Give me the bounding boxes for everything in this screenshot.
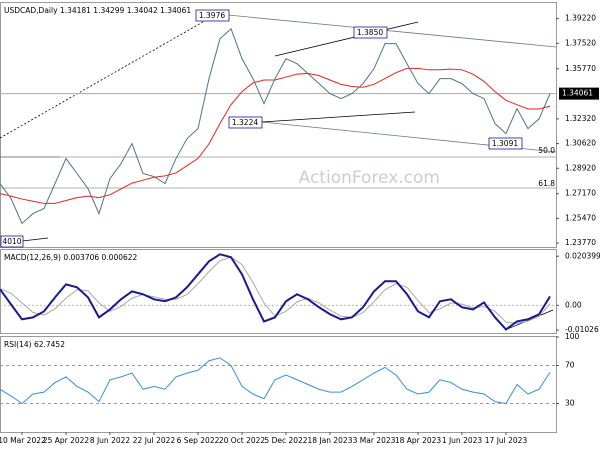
y-tick-label: 0.020399 (565, 251, 600, 260)
annotation: 1.3224 (232, 118, 258, 127)
trend-line (261, 111, 416, 123)
series-line (0, 253, 551, 331)
x-tick-label: 17 Jul 2023 (485, 436, 528, 445)
series-line (0, 256, 551, 324)
annotation-box (353, 26, 388, 39)
x-tick-label: 18 Jan 2023 (308, 436, 353, 445)
trend-lines (0, 14, 557, 331)
fib-label: 50.0 (538, 146, 555, 155)
last-price-box (559, 87, 599, 100)
y-tick-label: 0.00 (565, 300, 582, 309)
annotation: 1.3850 (357, 28, 383, 37)
y-tick-label: 1.27170 (565, 189, 596, 198)
rsi-panel (0, 336, 557, 433)
annotation: 1.3091 (492, 139, 518, 148)
macd-panel (0, 249, 557, 334)
panel-title: USDCAD,Daily 1.34181 1.34299 1.34042 1.3… (4, 6, 191, 15)
annotations: 1.3976 1.3850 1.3224 1.3091 4010 50.0 61… (0, 9, 555, 248)
annotation-box (0, 235, 24, 248)
x-tick-label: 5 Dec 2022 (264, 436, 307, 445)
trend-line (0, 14, 216, 139)
y-tick-label: 100 (565, 332, 580, 341)
trend-line (274, 21, 419, 57)
x-tick-label: 20 Oct 2022 (219, 436, 266, 445)
x-tick-label: 10 Mar 2022 (0, 436, 46, 445)
y-tick-label: 1.39220 (565, 14, 596, 23)
x-tick-label: 6 Sep 2022 (177, 436, 220, 445)
y-tick-label: -0.01026 (565, 325, 599, 334)
y-tick-label: 30 (565, 399, 575, 408)
watermark: ActionForex.com (299, 168, 440, 188)
series-line (0, 27, 551, 225)
price-panel (0, 2, 557, 248)
y-tick-label: 70 (565, 361, 575, 370)
y-tick-label: 1.32320 (565, 114, 596, 123)
x-tick-label: 22 Jul 2022 (133, 436, 176, 445)
annotation-box (228, 116, 263, 129)
panel-title: RSI(14) 62.7452 (4, 340, 65, 349)
y-tick-label: 1.35770 (565, 64, 596, 73)
y-tick-label: 1.37520 (565, 38, 596, 47)
last-price-label: 1.34061 (562, 89, 593, 98)
y-tick-label: 1.30620 (565, 139, 596, 148)
annotation-box (195, 9, 230, 22)
y-tick-label: 1.25470 (565, 213, 596, 222)
annotation-box (488, 137, 523, 150)
annotation: 4010 (2, 237, 21, 246)
x-tick-label: 25 Apr 2022 (43, 436, 90, 445)
x-tick-label: 3 Mar 2023 (353, 436, 396, 445)
panel-title: MACD(12,26,9) 0.003706 0.000622 (4, 253, 138, 262)
y-tick-label: 1.23770 (565, 238, 596, 247)
x-tick-label: 8 Jun 2022 (90, 436, 131, 445)
y-tick-label: 1.28920 (565, 163, 596, 172)
x-tick-label: 1 Jun 2023 (442, 436, 483, 445)
fib-label: 61.8 (538, 179, 555, 188)
series-line (0, 357, 551, 405)
annotation: 1.3976 (199, 11, 225, 20)
trend-line (227, 14, 557, 48)
x-tick-label: 18 Apr 2023 (395, 436, 442, 445)
